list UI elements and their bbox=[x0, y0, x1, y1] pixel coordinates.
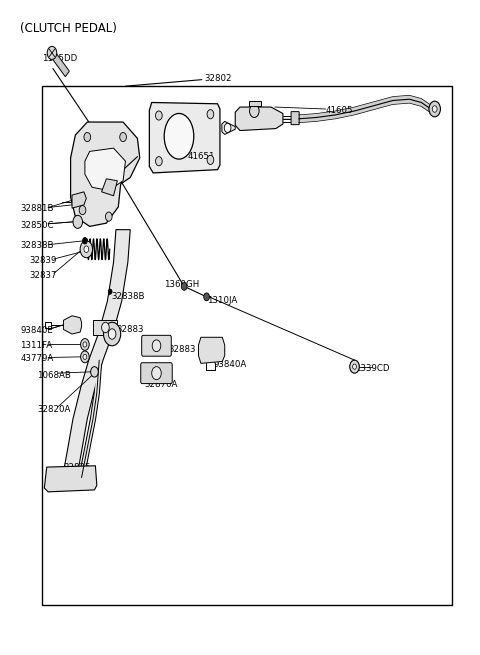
Circle shape bbox=[181, 282, 187, 290]
Polygon shape bbox=[71, 122, 140, 227]
Polygon shape bbox=[249, 100, 262, 105]
Polygon shape bbox=[199, 337, 225, 364]
Polygon shape bbox=[235, 107, 283, 130]
Circle shape bbox=[84, 132, 91, 141]
Text: 1360GH: 1360GH bbox=[164, 280, 199, 289]
Text: 32876A: 32876A bbox=[144, 380, 178, 389]
Circle shape bbox=[224, 123, 231, 132]
Circle shape bbox=[350, 360, 360, 373]
Circle shape bbox=[429, 101, 441, 117]
Circle shape bbox=[432, 105, 437, 112]
Circle shape bbox=[79, 206, 86, 215]
Circle shape bbox=[152, 340, 161, 352]
Circle shape bbox=[204, 293, 209, 301]
Circle shape bbox=[106, 212, 112, 221]
Text: 32837: 32837 bbox=[29, 271, 57, 280]
Circle shape bbox=[104, 322, 120, 346]
Circle shape bbox=[73, 215, 83, 229]
Text: 32881B: 32881B bbox=[21, 204, 54, 214]
Text: 93840A: 93840A bbox=[214, 360, 247, 369]
Circle shape bbox=[353, 364, 357, 369]
Circle shape bbox=[207, 109, 214, 119]
Polygon shape bbox=[149, 102, 220, 173]
Circle shape bbox=[156, 111, 162, 120]
Text: 32802: 32802 bbox=[204, 74, 232, 83]
Circle shape bbox=[207, 155, 214, 164]
Text: (CLUTCH PEDAL): (CLUTCH PEDAL) bbox=[21, 22, 117, 35]
Text: 1068AB: 1068AB bbox=[37, 371, 71, 380]
Text: 32825: 32825 bbox=[63, 463, 91, 472]
Text: 1125DD: 1125DD bbox=[42, 54, 77, 64]
Circle shape bbox=[156, 157, 162, 166]
Polygon shape bbox=[62, 230, 130, 477]
Circle shape bbox=[81, 351, 89, 363]
Polygon shape bbox=[72, 192, 86, 208]
Text: 32883: 32883 bbox=[168, 345, 196, 354]
Text: 32838B: 32838B bbox=[21, 242, 54, 250]
Polygon shape bbox=[85, 148, 125, 191]
Circle shape bbox=[152, 367, 161, 380]
Circle shape bbox=[120, 132, 126, 141]
Polygon shape bbox=[102, 179, 117, 196]
Circle shape bbox=[91, 367, 98, 377]
Text: 1310JA: 1310JA bbox=[206, 295, 237, 305]
Text: 1311FA: 1311FA bbox=[21, 341, 53, 350]
Text: 93840E: 93840E bbox=[21, 326, 53, 335]
Bar bbox=[42, 86, 452, 605]
Circle shape bbox=[108, 289, 112, 294]
Circle shape bbox=[102, 322, 109, 333]
Ellipse shape bbox=[164, 113, 194, 159]
Text: 32850C: 32850C bbox=[21, 221, 54, 230]
Circle shape bbox=[83, 354, 87, 360]
Circle shape bbox=[47, 47, 57, 60]
Polygon shape bbox=[94, 320, 117, 335]
Circle shape bbox=[81, 339, 89, 350]
Circle shape bbox=[80, 241, 93, 257]
FancyBboxPatch shape bbox=[141, 363, 172, 384]
Polygon shape bbox=[222, 121, 235, 134]
FancyBboxPatch shape bbox=[142, 335, 171, 356]
Text: 41651: 41651 bbox=[188, 152, 215, 161]
Text: 32839: 32839 bbox=[29, 256, 57, 265]
Text: 1339CD: 1339CD bbox=[355, 364, 389, 373]
Circle shape bbox=[250, 104, 259, 117]
Text: 32838B: 32838B bbox=[111, 291, 144, 301]
FancyBboxPatch shape bbox=[291, 111, 299, 124]
FancyBboxPatch shape bbox=[50, 50, 69, 77]
Circle shape bbox=[83, 238, 87, 244]
Circle shape bbox=[84, 246, 89, 252]
Polygon shape bbox=[44, 466, 97, 492]
Text: 41605: 41605 bbox=[326, 106, 353, 115]
Circle shape bbox=[83, 342, 87, 347]
Text: 43779A: 43779A bbox=[21, 354, 54, 364]
Polygon shape bbox=[63, 316, 82, 334]
Text: 32820A: 32820A bbox=[37, 405, 71, 413]
Text: 32883: 32883 bbox=[116, 325, 144, 334]
Circle shape bbox=[108, 329, 116, 339]
